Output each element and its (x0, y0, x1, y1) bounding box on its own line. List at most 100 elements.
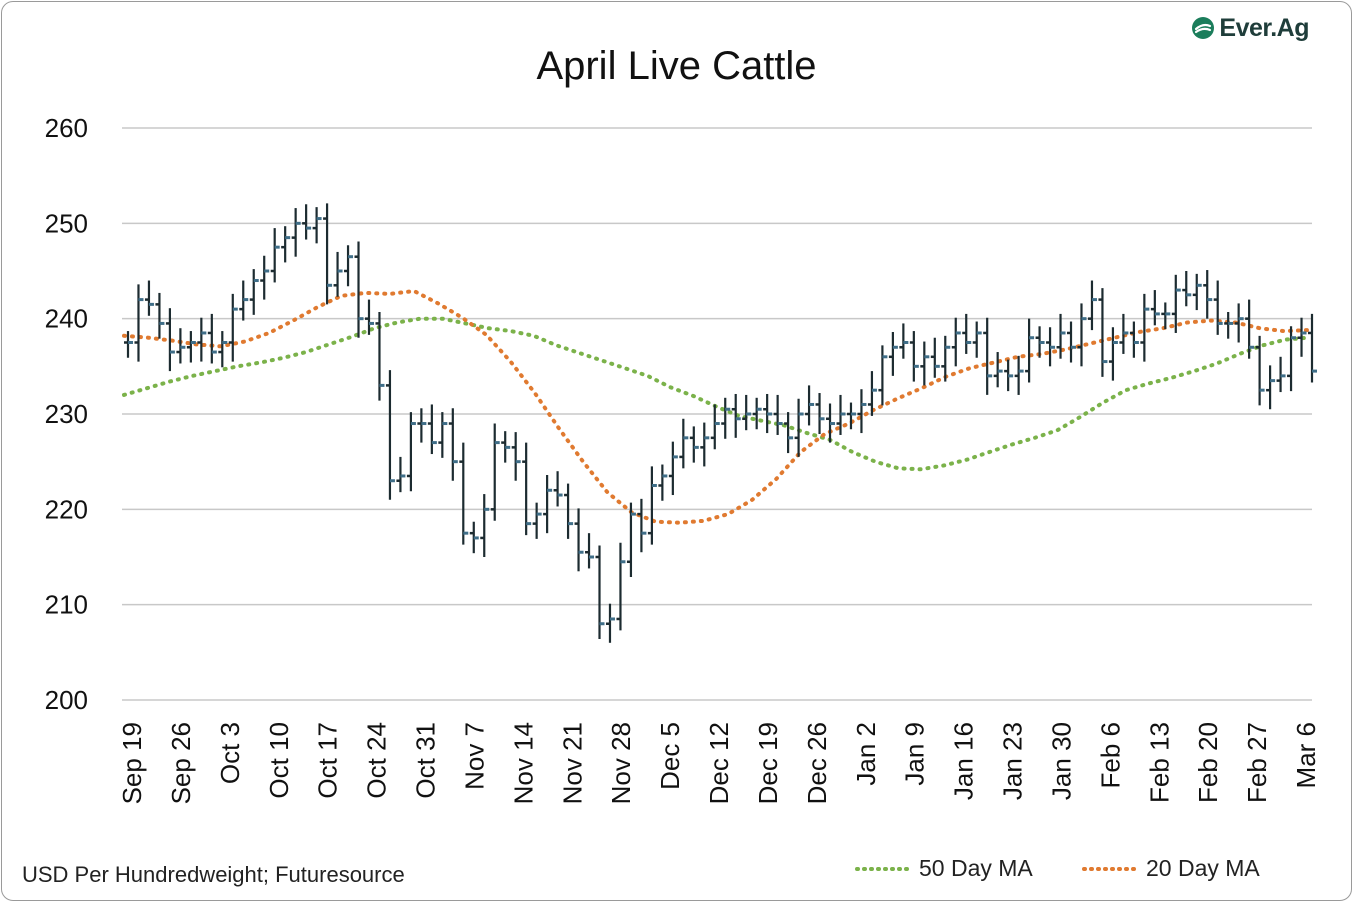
price-bar (794, 398, 804, 457)
price-bar (1004, 359, 1014, 392)
price-bar (899, 323, 909, 359)
price-bar (888, 332, 898, 376)
price-bar (972, 321, 982, 358)
price-bar (1234, 303, 1244, 343)
x-tick-label: Feb 20 (1193, 722, 1223, 803)
y-tick-220: 220 (45, 494, 88, 524)
price-bar (951, 317, 961, 367)
price-bar (1287, 326, 1297, 392)
price-bar (176, 328, 186, 364)
price-bar (616, 542, 626, 631)
price-bar (878, 345, 888, 406)
price-bar (605, 603, 615, 643)
price-bars (124, 203, 1317, 643)
price-bar (155, 292, 165, 339)
brand-name: Ever.Ag (1219, 13, 1309, 42)
price-bar (239, 280, 249, 321)
price-bar (1213, 280, 1223, 335)
x-tick-label: Mar 6 (1291, 722, 1321, 788)
price-bar (1297, 317, 1307, 357)
x-tick-label: Jan 2 (851, 722, 881, 786)
price-bar (1224, 311, 1234, 339)
price-bar (1108, 327, 1118, 381)
price-bar (448, 408, 458, 481)
chart-title: April Live Cattle (536, 44, 817, 88)
price-bar (532, 502, 542, 539)
price-bar (909, 331, 919, 382)
x-tick-label: Sep 19 (117, 722, 147, 804)
price-bar (668, 441, 678, 496)
price-bar (637, 498, 647, 553)
price-bar (312, 207, 322, 244)
price-bar (124, 331, 133, 358)
legend-50-day-ma: 50 Day MA (855, 855, 1033, 882)
x-tick-label: Oct 31 (411, 722, 441, 799)
price-bar (354, 241, 364, 338)
price-bar (752, 397, 762, 430)
price-bar (218, 331, 228, 368)
price-bar (281, 226, 291, 263)
price-bar (1056, 313, 1066, 359)
brand-logo: Ever.Ag (1191, 12, 1309, 44)
price-bar (511, 432, 521, 481)
x-tick-label: Dec 5 (655, 722, 685, 790)
price-bar (1046, 327, 1056, 367)
x-tick-label: Jan 9 (900, 722, 930, 786)
price-bar (490, 423, 500, 521)
price-bar (941, 335, 951, 382)
x-tick-label: Nov 28 (606, 722, 636, 804)
price-bar (291, 208, 301, 257)
price-bar (1203, 270, 1213, 319)
price-bar (480, 494, 490, 557)
price-bar (836, 394, 846, 435)
x-tick-label: Nov 21 (557, 722, 587, 804)
legend-20-day-ma-label: 20 Day MA (1146, 855, 1260, 881)
price-bar (501, 431, 511, 463)
price-bar (1140, 293, 1150, 362)
price-bar (323, 203, 333, 305)
price-bar (647, 466, 657, 545)
price-bar (134, 284, 144, 362)
price-bar (1182, 271, 1192, 307)
price-bar (197, 317, 207, 362)
price-bar (344, 245, 354, 287)
price-bar (1150, 290, 1160, 326)
price-bar (721, 397, 731, 439)
x-tick-label: Sep 26 (166, 722, 196, 804)
price-bar (993, 352, 1003, 388)
x-tick-label: Nov 14 (508, 722, 538, 804)
price-bar (689, 426, 699, 463)
price-bar (731, 393, 741, 438)
price-bar (930, 337, 940, 378)
price-bar (249, 269, 259, 315)
x-tick-label: Feb 27 (1242, 722, 1272, 803)
gridlines (122, 127, 1312, 701)
y-tick-240: 240 (45, 304, 88, 334)
price-bar (270, 228, 280, 283)
x-tick-label: Oct 24 (362, 722, 392, 799)
price-bar (815, 393, 825, 435)
price-bar (1087, 280, 1097, 331)
price-bar (679, 418, 689, 469)
price-bar (626, 502, 636, 578)
x-tick-label: Jan 16 (949, 722, 979, 800)
price-bar (983, 317, 993, 395)
x-axis-ticks: Sep 19 Sep 26 Oct 3 Oct 10 Oct 17 Oct 24 Oct 3… (117, 722, 1321, 804)
price-bar (543, 475, 553, 534)
price-bar (564, 483, 574, 539)
y-tick-200: 200 (45, 685, 88, 715)
price-bar (962, 313, 972, 354)
price-bar (1067, 321, 1077, 363)
y-axis-ticks: 200 210 220 230 240 250 260 (45, 113, 88, 715)
price-bar (1014, 355, 1024, 395)
price-bar (438, 412, 448, 458)
y-tick-260: 260 (45, 113, 88, 143)
price-bar (1129, 321, 1139, 358)
price-bar (207, 313, 217, 364)
price-bar (469, 521, 479, 554)
x-tick-label: Feb 6 (1095, 722, 1125, 789)
price-bar (417, 408, 427, 443)
price-bar (826, 403, 836, 443)
